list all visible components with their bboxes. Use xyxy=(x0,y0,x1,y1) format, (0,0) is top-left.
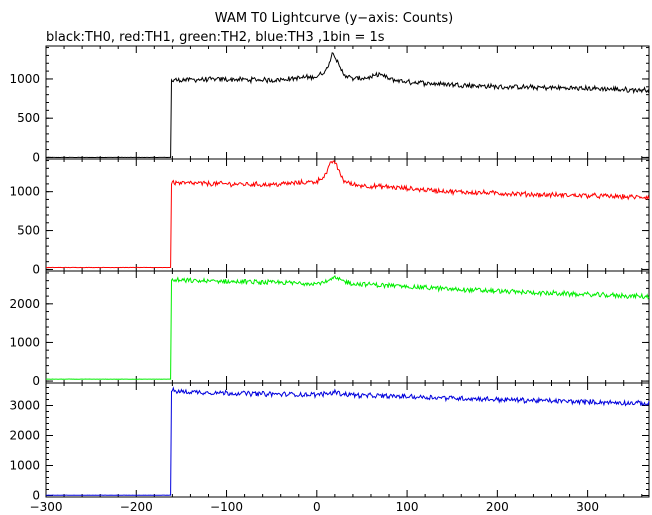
series-line-th2 xyxy=(46,275,650,380)
chart-subtitle: black:TH0, red:TH1, green:TH2, blue:TH3 … xyxy=(46,30,385,45)
x-tick-label: 0 xyxy=(313,500,321,514)
y-tick-label: 2000 xyxy=(9,297,40,311)
series-line-th0 xyxy=(45,52,650,159)
x-tick-label: 200 xyxy=(486,500,509,514)
panel-th0: 0 500 1000 xyxy=(9,45,650,164)
y-tick-label: 1000 xyxy=(9,335,40,349)
y-tick-label: 0 xyxy=(32,262,40,276)
y-tick-label: 0 xyxy=(32,489,40,503)
y-tick-label: 1000 xyxy=(9,72,40,86)
series-line-th3 xyxy=(45,386,650,496)
chart-title: WAM T0 Lightcurve (y−axis: Counts) xyxy=(215,11,453,26)
panel-th2: 0 1000 2000 xyxy=(9,270,650,388)
x-axis: −300 −200 −100 0 100 200 300 xyxy=(30,500,600,514)
panel-th3: 0 1000 2000 3000 xyxy=(9,382,650,503)
panel-frame xyxy=(45,382,650,498)
x-tick-label: 300 xyxy=(576,500,599,514)
y-tick-label: 500 xyxy=(17,111,40,125)
panel-frame xyxy=(45,270,650,384)
x-tick-label: −100 xyxy=(210,500,243,514)
x-tick-label: 100 xyxy=(396,500,419,514)
x-tick-label: −200 xyxy=(120,500,153,514)
y-tick-label: 500 xyxy=(17,224,40,238)
panel-th1: 0 500 1000 xyxy=(9,158,650,276)
y-tick-label: 3000 xyxy=(9,399,40,413)
series-line-th1 xyxy=(46,160,650,269)
panel-frame xyxy=(45,158,650,272)
panel-frame xyxy=(45,45,650,160)
x-tick-label: −300 xyxy=(30,500,63,514)
y-tick-label: 1000 xyxy=(9,459,40,473)
panels-layer: 0 500 1000 0 500 1000 0 1000 2000 0 1000 2000 3000 xyxy=(9,45,650,503)
y-tick-label: 0 xyxy=(32,150,40,164)
y-tick-label: 0 xyxy=(32,374,40,388)
y-tick-label: 2000 xyxy=(9,429,40,443)
y-tick-label: 1000 xyxy=(9,185,40,199)
